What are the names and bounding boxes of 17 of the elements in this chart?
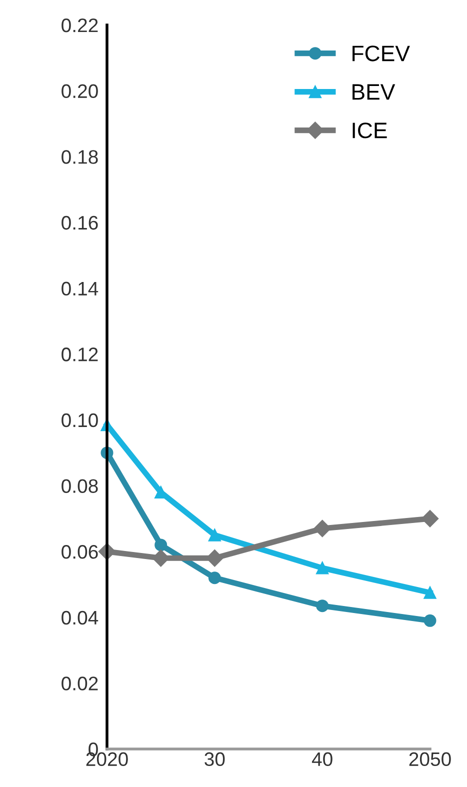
y-tick-label: 0.04 bbox=[62, 610, 98, 625]
y-tick-label: 0.20 bbox=[62, 84, 98, 98]
legend-label: FCEV bbox=[352, 46, 410, 62]
y-tick-label: 0.18 bbox=[62, 150, 98, 164]
legend-label: BEV bbox=[352, 84, 396, 100]
x-tick-label: 40 bbox=[312, 752, 332, 766]
y-tick-label: 0.08 bbox=[62, 479, 98, 493]
y-tick-label: 0.02 bbox=[62, 676, 98, 690]
x-tick-label: 2050 bbox=[409, 752, 451, 766]
y-tick-label: 0.16 bbox=[62, 216, 98, 230]
y-tick-label: 0.22 bbox=[62, 18, 98, 32]
y-tick-label: 0.10 bbox=[62, 413, 98, 428]
y-tick-label: 0.12 bbox=[62, 348, 98, 362]
x-tick-label: 30 bbox=[204, 752, 225, 766]
legend-label: ICE bbox=[352, 122, 387, 138]
y-tick-label: 0.06 bbox=[62, 545, 98, 559]
y-tick-label: 0.14 bbox=[62, 282, 98, 296]
